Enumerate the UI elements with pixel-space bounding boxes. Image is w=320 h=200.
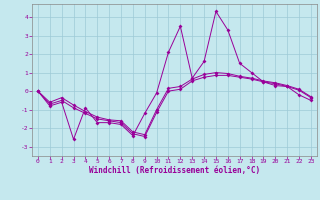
X-axis label: Windchill (Refroidissement éolien,°C): Windchill (Refroidissement éolien,°C) (89, 166, 260, 175)
